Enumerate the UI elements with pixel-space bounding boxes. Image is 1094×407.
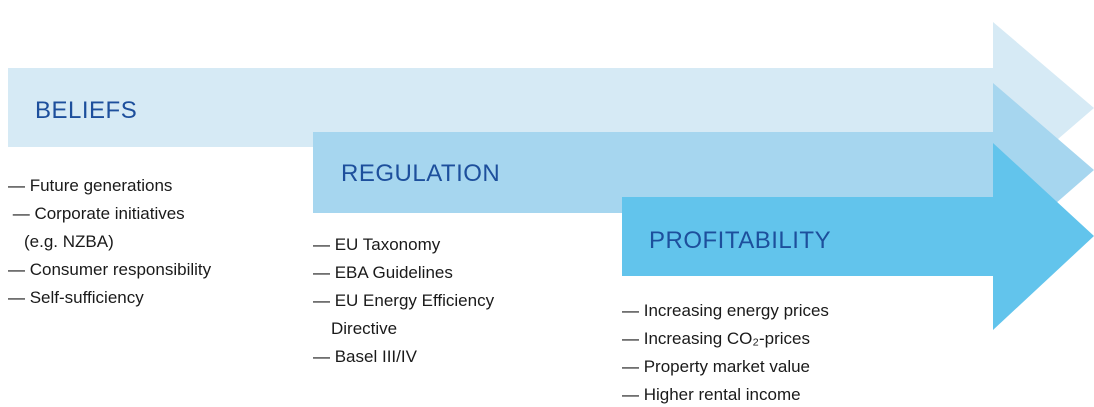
column-heading: BELIEFS xyxy=(35,97,137,124)
list-item: — Corporate initiatives xyxy=(8,204,185,223)
arrow-beliefs xyxy=(8,22,1094,195)
column-heading: PROFITABILITY xyxy=(649,227,831,254)
list-item: — Increasing energy prices xyxy=(622,301,829,320)
list-item: — Future generations xyxy=(8,176,172,195)
list-item: — Consumer responsibility xyxy=(8,260,212,279)
list-item: — Higher rental income xyxy=(622,385,801,404)
arrow-regulation xyxy=(313,83,1094,258)
column-heading: REGULATION xyxy=(341,160,500,187)
list-item: (e.g. NZBA) xyxy=(24,232,114,251)
list-item: — EU Energy Efficiency xyxy=(313,291,495,310)
list-item: — Increasing CO₂-prices xyxy=(622,329,810,348)
list-item: — Basel III/IV xyxy=(313,347,418,366)
list-item: Directive xyxy=(331,319,397,338)
arrow-profitability xyxy=(622,143,1094,330)
list-item: — Self-sufficiency xyxy=(8,288,144,307)
list-item: — Property market value xyxy=(622,357,810,376)
list-item: — EU Taxonomy xyxy=(313,235,441,254)
list-item: — EBA Guidelines xyxy=(313,263,453,282)
